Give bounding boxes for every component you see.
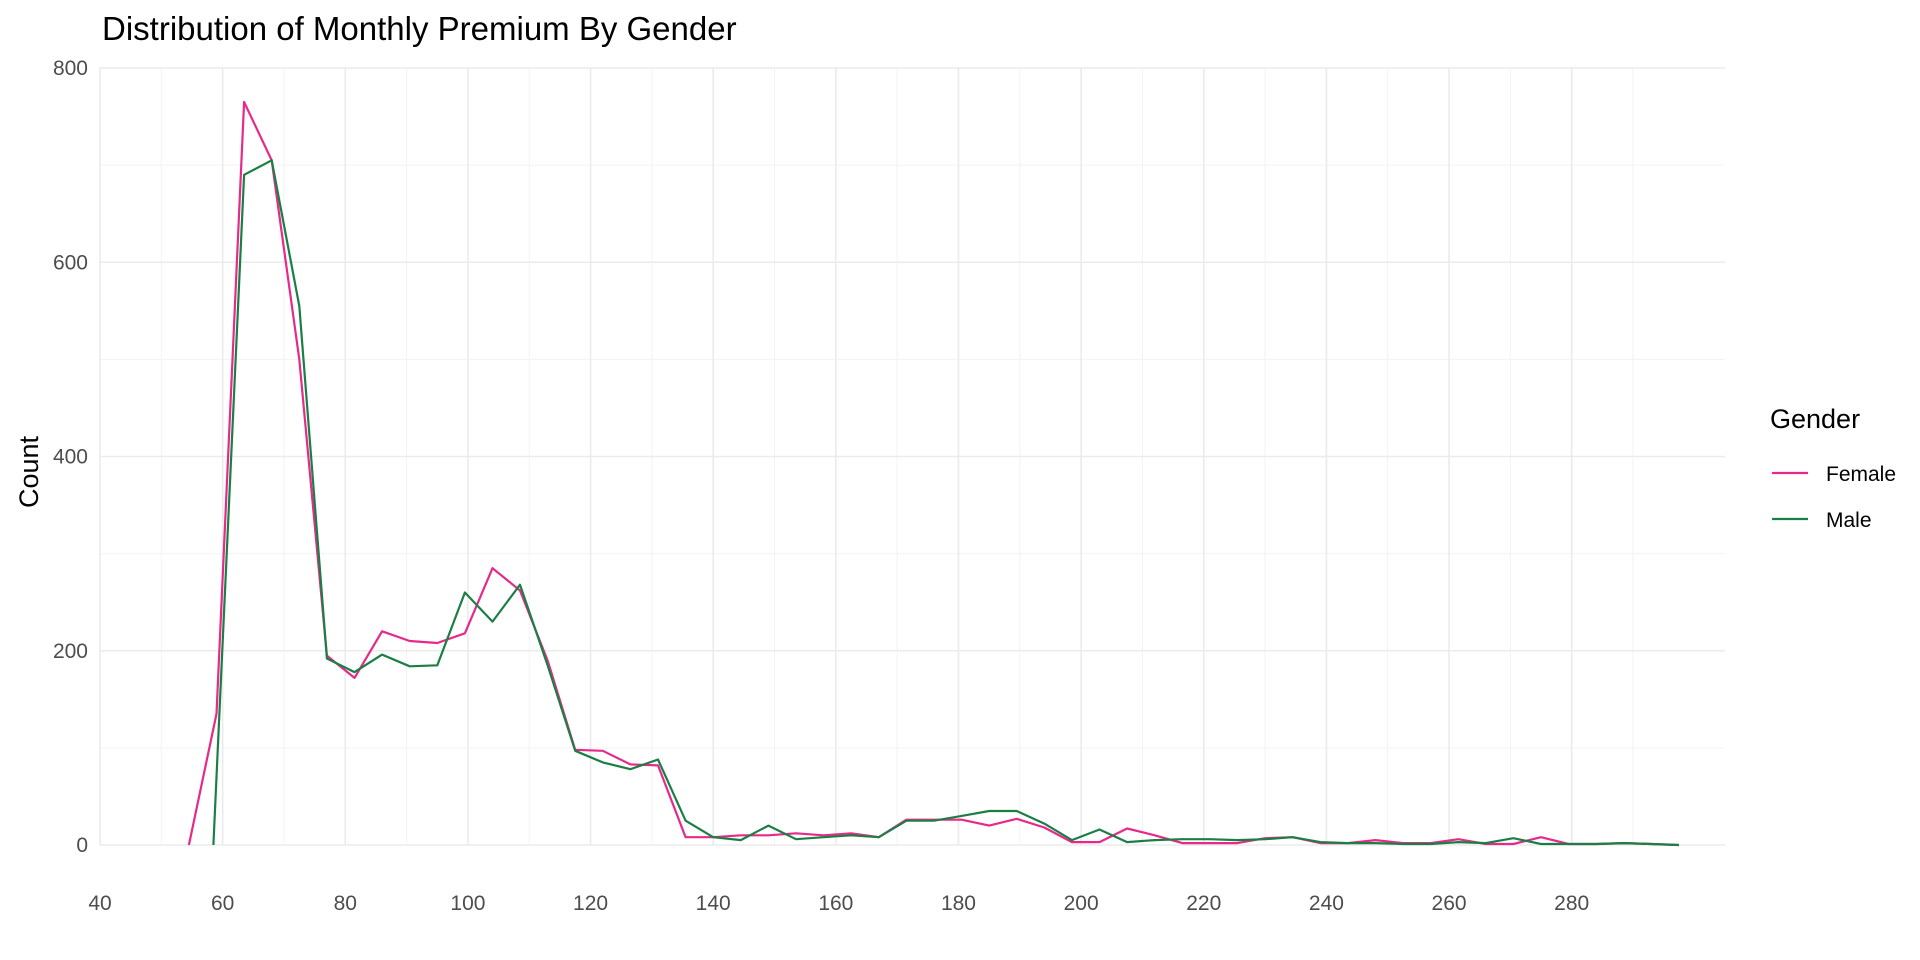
y-axis-label: Count [14,435,44,508]
series-line-female [187,100,1680,847]
chart-title: Distribution of Monthly Premium By Gende… [102,10,737,47]
x-tick-label: 120 [573,892,608,915]
y-tick-label: 400 [53,446,88,469]
x-tick-label: 100 [450,892,485,915]
x-tick-label: 200 [1064,892,1099,915]
y-tick-label: 200 [53,640,88,663]
legend-label-male: Male [1826,509,1872,532]
x-tick-label: 40 [88,892,111,915]
series-lines [187,100,1680,847]
legend-label-female: Female [1826,463,1896,486]
legend-items: Female Male [1772,463,1896,532]
x-tick-label: 280 [1554,892,1589,915]
legend: Gender Female Male [1770,404,1896,532]
y-axis-ticks: 0 200 400 600 800 [53,57,88,857]
x-tick-label: 80 [334,892,357,915]
x-tick-label: 60 [211,892,234,915]
x-axis-ticks: 40 60 80 100 120 140 160 180 200 220 240 260 280 [88,892,1589,915]
legend-title: Gender [1770,404,1860,434]
x-tick-label: 220 [1186,892,1221,915]
y-tick-label: 0 [76,834,88,857]
x-tick-label: 160 [818,892,853,915]
y-tick-label: 600 [53,251,88,274]
major-gridlines [99,67,1725,846]
x-tick-label: 180 [941,892,976,915]
x-tick-label: 240 [1309,892,1344,915]
y-tick-label: 800 [53,57,88,80]
series-line-male [212,159,1680,847]
x-tick-label: 260 [1432,892,1467,915]
x-tick-label: 140 [696,892,731,915]
